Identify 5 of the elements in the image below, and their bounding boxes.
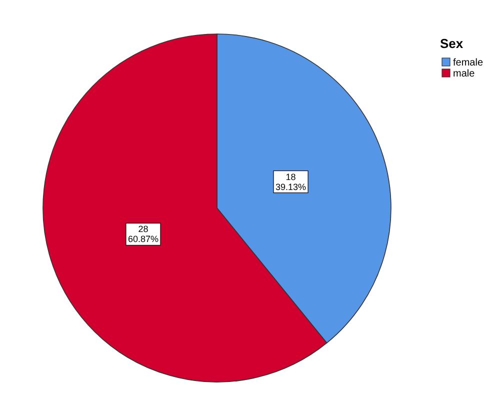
legend-label: female <box>453 58 484 68</box>
legend-title: Sex <box>440 36 464 51</box>
data-label: 18 39.13% <box>276 172 306 192</box>
data-label: 28 60.87% <box>128 224 158 244</box>
legend-label: male <box>453 68 476 80</box>
